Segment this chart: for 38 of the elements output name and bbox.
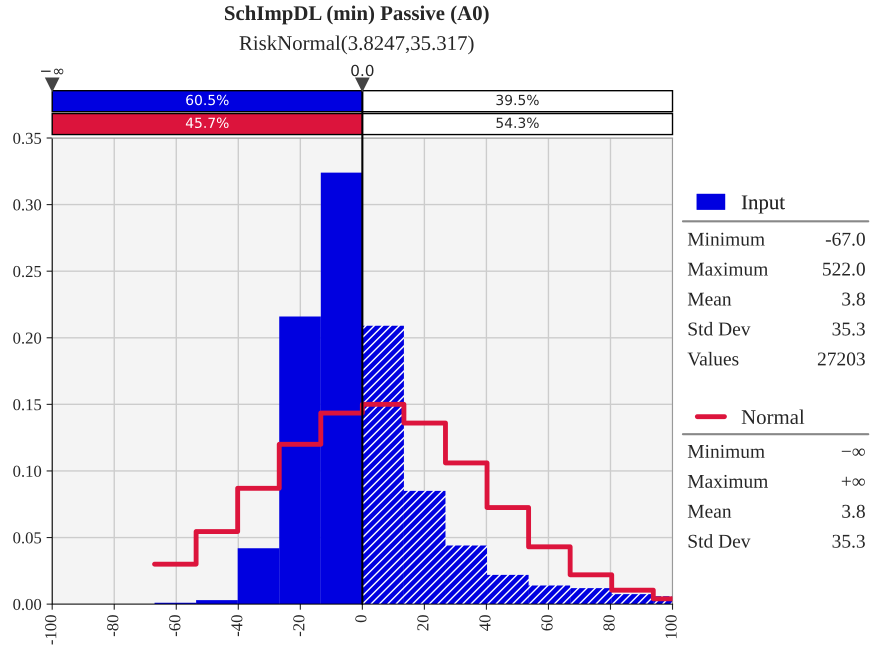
y-tick-label: 0.35 <box>13 132 42 144</box>
x-tick-label: -60 <box>169 615 180 636</box>
x-tick-label: 40 <box>479 615 491 631</box>
text: Maximum 522.0 <box>688 262 865 276</box>
ref-line-label: 0.0 <box>351 64 374 76</box>
x-tick-label: -40 <box>231 615 242 636</box>
text: Std Dev 35.3 <box>688 534 865 548</box>
legend-label: Input <box>742 195 785 214</box>
x-tick-label: 0 <box>355 615 367 622</box>
x-tick-label: -20 <box>293 615 304 636</box>
text: Maximum +∞ <box>688 474 865 488</box>
text: −∞ <box>41 68 64 74</box>
y-tick-label: 0.25 <box>13 266 42 278</box>
text: 60.5% <box>186 94 229 106</box>
y-tick-label: 0.05 <box>13 532 42 544</box>
y-tick-label: 0.00 <box>13 598 42 610</box>
text: Minimum −∞ <box>688 444 865 458</box>
text: 45.7% <box>186 118 229 128</box>
text: 39.5% <box>496 94 539 106</box>
text: Std Dev 35.3 <box>688 322 865 336</box>
text: Values 27203 <box>688 352 865 366</box>
x-tick-label: -80 <box>107 615 118 636</box>
y-tick-label: 0.15 <box>13 399 42 410</box>
chart-subtitle: RiskNormal(3.8247,35.317) <box>240 35 474 54</box>
y-tick-label: 0.10 <box>13 466 42 477</box>
x-tick-label: -100 <box>45 615 56 644</box>
y-tick-label: 0.20 <box>13 332 42 344</box>
x-tick-label: 80 <box>603 615 615 631</box>
text: Mean 3.8 <box>688 292 865 306</box>
legend-label: Normal <box>742 409 804 424</box>
chart-title: SchImpDL (min) Passive (A0) <box>224 6 489 24</box>
text: Mean 3.8 <box>688 504 865 518</box>
x-tick-label: 60 <box>541 615 553 630</box>
text: Minimum -67.0 <box>688 232 865 246</box>
text: 54.3% <box>496 118 539 128</box>
y-tick-label: 0.30 <box>13 199 42 211</box>
x-tick-label: 20 <box>417 615 429 630</box>
x-tick-label: 100 <box>665 615 677 638</box>
